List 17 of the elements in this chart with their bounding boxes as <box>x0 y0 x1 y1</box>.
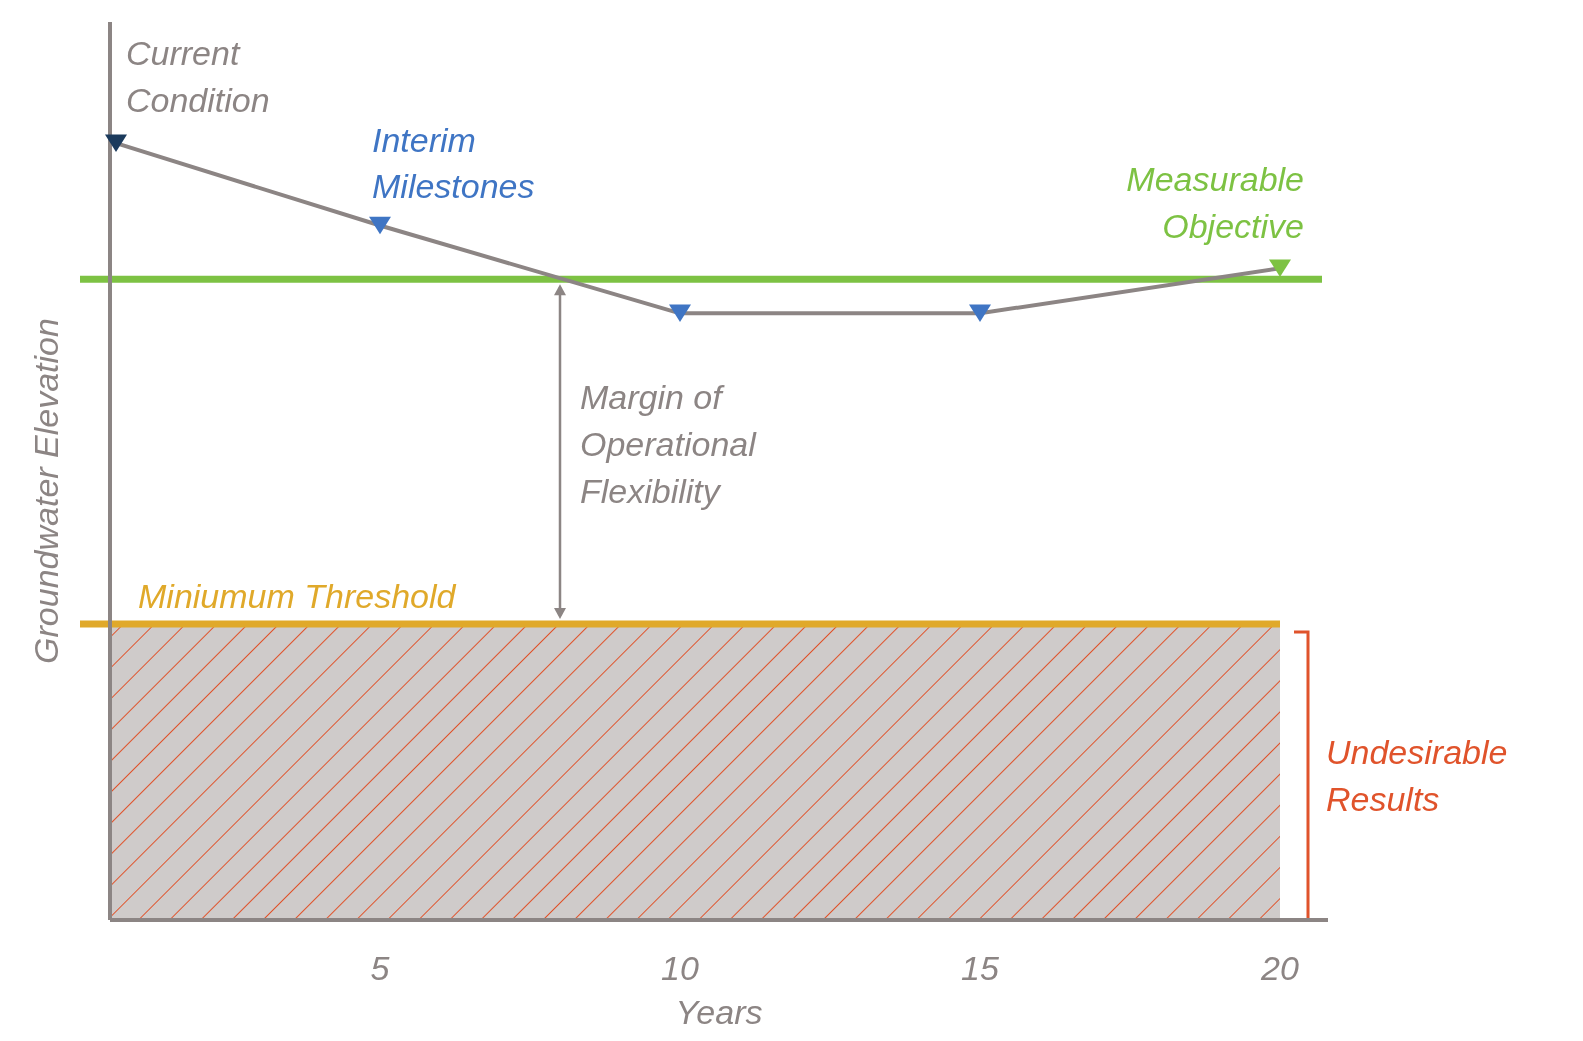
annotation: Margin of Operational Flexibility <box>580 378 758 510</box>
point <box>105 134 127 152</box>
band-label: Undesirable Results <box>1326 733 1508 818</box>
point <box>369 216 391 235</box>
y-axis-title: Groundwater Elevation <box>27 318 65 664</box>
ref-line-label: Miniumum Threshold <box>138 577 457 616</box>
x-tick-label: 15 <box>961 949 999 987</box>
point <box>1269 259 1291 278</box>
ref-line-label: Measurable Objective <box>1126 160 1304 246</box>
x-tick-label: 10 <box>661 949 699 987</box>
x-tick-label: 20 <box>1260 949 1299 987</box>
x-tick-label: 5 <box>370 949 390 987</box>
point <box>669 304 691 323</box>
point <box>969 304 991 323</box>
annotation: Interim Milestones <box>372 120 535 206</box>
x-axis-title: Years <box>675 993 763 1031</box>
annotation: Current Condition <box>126 34 270 120</box>
